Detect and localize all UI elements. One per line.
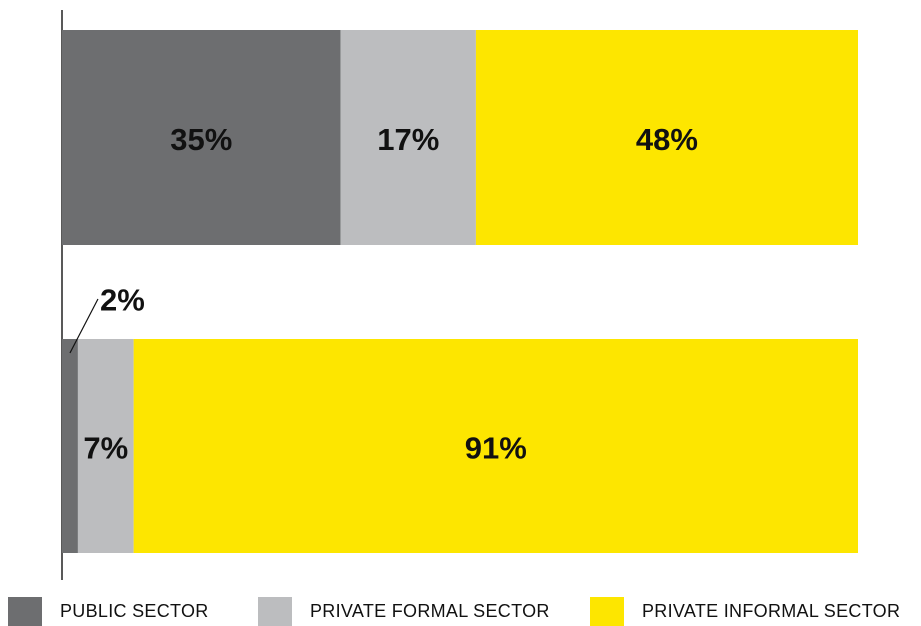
bar-segment	[62, 30, 341, 245]
legend-swatch	[590, 597, 624, 626]
data-label: 48%	[636, 122, 698, 157]
bar-segment	[340, 30, 476, 245]
bar-segment	[133, 339, 858, 553]
legend-swatch	[258, 597, 292, 626]
bar-segment	[475, 30, 858, 245]
bar-segment	[77, 339, 134, 553]
legend-label: PRIVATE INFORMAL SECTOR	[642, 601, 900, 621]
legend-label: PRIVATE FORMAL SECTOR	[310, 601, 550, 621]
legend-label: PUBLIC SECTOR	[60, 601, 209, 621]
data-label: 7%	[83, 431, 128, 466]
data-label: 2%	[100, 283, 145, 318]
data-label: 17%	[377, 122, 439, 157]
bar-segment	[62, 339, 78, 553]
data-label: 35%	[170, 122, 232, 157]
legend-swatch	[8, 597, 42, 626]
leader-line	[69, 298, 99, 354]
data-label: 91%	[465, 431, 527, 466]
